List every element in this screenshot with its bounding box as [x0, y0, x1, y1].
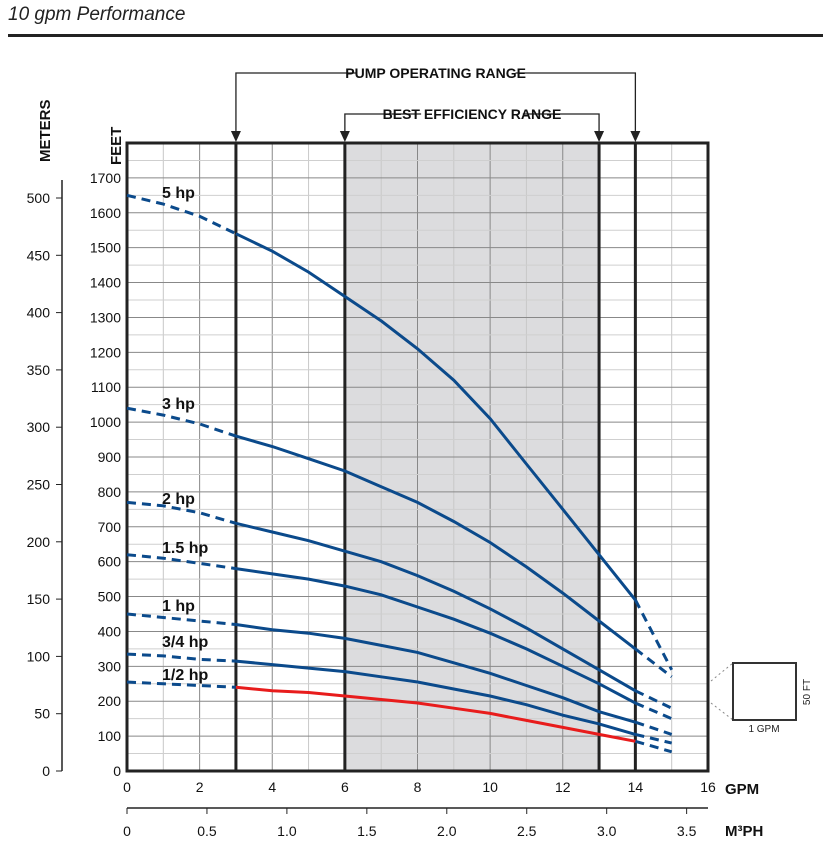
y2-tick-label: 400 [27, 305, 51, 321]
x2-tick-label: 0 [123, 823, 131, 839]
curve-label: 3 hp [162, 396, 195, 413]
y-tick-label: 1100 [91, 379, 121, 395]
y2-axis-title: METERS [37, 99, 54, 162]
y-tick-label: 100 [98, 728, 122, 744]
curve-dashed-left [126, 680, 236, 689]
y-tick-label: 1500 [90, 240, 121, 256]
y-tick-label: 1600 [90, 205, 121, 221]
curve-5-hp [235, 232, 637, 601]
curve-label: 1/2 hp [162, 667, 208, 684]
curve-dashed-right [634, 599, 674, 671]
curve-1-2-hp [235, 685, 636, 743]
y-tick-label: 1200 [90, 344, 121, 360]
scale-box-y-label: 50 FT [802, 679, 813, 705]
curve-label: 1 hp [162, 598, 195, 615]
curve-3-hp [235, 434, 637, 651]
curve-1-hp [235, 623, 636, 724]
y-tick-label: 0 [113, 763, 121, 779]
best-efficiency-range-arrow-icon [339, 131, 605, 142]
x-axis-title: GPM [725, 781, 759, 798]
x2-tick-label: 1.0 [277, 823, 297, 839]
curve-label: 3/4 hp [162, 634, 208, 651]
x2-tick-label: 2.0 [437, 823, 457, 839]
y-tick-label: 1000 [90, 414, 121, 430]
x-tick-label: 8 [414, 779, 422, 795]
curve-label: 2 hp [162, 491, 195, 508]
curve-dashed-left [126, 193, 237, 236]
y2-tick-label: 300 [27, 419, 51, 435]
curve-label: 5 hp [162, 185, 195, 202]
x-tick-label: 12 [555, 779, 571, 795]
y2-tick-label: 100 [27, 648, 51, 664]
y2-tick-label: 450 [27, 247, 51, 263]
pump-operating-range-arrow-icon [230, 131, 641, 142]
x-tick-label: 16 [700, 779, 716, 795]
curve-dashed-left [126, 652, 236, 663]
best-efficiency-range-bracket [344, 113, 600, 135]
curve-dashed-right [634, 720, 673, 736]
title-rule [8, 34, 823, 37]
x-tick-label: 14 [628, 779, 644, 795]
x-tick-label: 4 [268, 779, 276, 795]
y-tick-label: 700 [98, 519, 122, 535]
y2-tick-label: 500 [27, 190, 51, 206]
y2-tick-label: 50 [34, 706, 50, 722]
x2-axis-title: M³PH [725, 823, 763, 840]
curve-dashed-left [126, 612, 237, 626]
y-tick-label: 600 [98, 554, 122, 570]
x-tick-label: 2 [196, 779, 204, 795]
curve-1-5-hp [235, 567, 637, 705]
scale-leader [710, 662, 734, 721]
pump-operating-range-label: PUMP OPERATING RANGE [345, 65, 526, 81]
curve-label: 1.5 hp [162, 540, 208, 557]
x2-tick-label: 2.5 [517, 823, 537, 839]
y-tick-label: 1700 [90, 170, 121, 186]
x2-tick-label: 3.0 [597, 823, 617, 839]
y-tick-label: 500 [98, 589, 122, 605]
y-tick-label: 1300 [90, 309, 121, 325]
pump-operating-range-bracket [235, 72, 637, 135]
y-tick-label: 300 [98, 658, 122, 674]
curve-dashed-right [634, 701, 673, 721]
curve-dashed-right [634, 739, 673, 754]
x-tick-label: 6 [341, 779, 349, 795]
y-tick-label: 1400 [90, 275, 121, 291]
curve-dashed-right [634, 647, 673, 678]
scale-box [732, 662, 797, 721]
y-tick-label: 800 [98, 484, 122, 500]
x-tick-label: 10 [482, 779, 498, 795]
curve-dashed-right [634, 689, 673, 710]
curve-dashed-right [635, 732, 673, 745]
x-tick-label: 0 [123, 779, 131, 795]
scale-box-x-label: 1 GPM [748, 724, 779, 735]
x2-tick-label: 3.5 [677, 823, 697, 839]
y2-tick-label: 150 [27, 591, 51, 607]
y-tick-label: 900 [98, 449, 122, 465]
y-axis-title: FEET [108, 127, 125, 165]
curve-dashed-left [126, 500, 237, 525]
best-efficiency-range-label: BEST EFFICIENCY RANGE [383, 106, 562, 122]
curve-dashed-left [126, 406, 237, 438]
y2-tick-label: 250 [27, 477, 51, 493]
plot-frame [125, 141, 710, 773]
y2-tick-label: 0 [42, 763, 50, 779]
curve-2-hp [235, 521, 637, 693]
x2-tick-label: 1.5 [357, 823, 377, 839]
y2-tick-label: 200 [27, 534, 51, 550]
y2-tick-label: 350 [27, 362, 51, 378]
curve-dashed-left [126, 553, 237, 571]
y-tick-label: 200 [98, 693, 122, 709]
page-title: 10 gpm Performance [8, 4, 186, 25]
y-tick-label: 400 [98, 623, 122, 639]
x2-tick-label: 0.5 [197, 823, 217, 839]
curve-3-4-hp [235, 659, 636, 736]
